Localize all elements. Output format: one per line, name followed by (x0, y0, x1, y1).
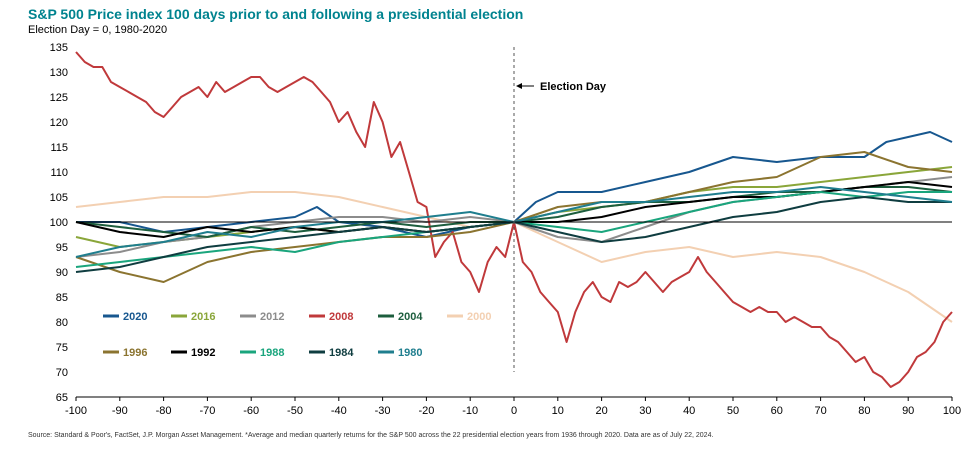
y-tick-80: 80 (56, 317, 68, 329)
y-tick-95: 95 (56, 242, 68, 254)
y-tick-90: 90 (56, 267, 68, 279)
x-tick-40: 40 (683, 405, 695, 417)
y-tick-120: 120 (50, 117, 68, 129)
y-tick-105: 105 (50, 192, 68, 204)
y-tick-135: 135 (50, 42, 68, 54)
x-tick-0: 0 (511, 405, 517, 417)
legend-label-2000: 2000 (467, 311, 491, 323)
x-tick-10: 10 (552, 405, 564, 417)
legend-label-1996: 1996 (123, 347, 147, 359)
x-tick--80: -80 (156, 405, 172, 417)
y-tick-125: 125 (50, 92, 68, 104)
y-tick-115: 115 (50, 142, 68, 154)
annotation-arrow-head (516, 83, 522, 89)
legend-label-2020: 2020 (123, 311, 147, 323)
x-tick--30: -30 (375, 405, 391, 417)
y-tick-110: 110 (50, 167, 68, 179)
chart-subtitle: Election Day = 0, 1980-2020 (28, 24, 168, 36)
y-tick-70: 70 (56, 367, 68, 379)
x-tick--70: -70 (199, 405, 215, 417)
x-tick--60: -60 (243, 405, 259, 417)
x-tick--90: -90 (112, 405, 128, 417)
x-tick-100: 100 (943, 405, 961, 417)
x-tick--10: -10 (462, 405, 478, 417)
x-tick-60: 60 (771, 405, 783, 417)
legend-label-1988: 1988 (260, 347, 284, 359)
legend-label-1984: 1984 (329, 347, 354, 359)
source-note: Source: Standard & Poor's, FactSet, J.P.… (28, 432, 714, 439)
x-tick--100: -100 (65, 405, 87, 417)
legend-label-2016: 2016 (191, 311, 215, 323)
legend-label-2008: 2008 (329, 311, 353, 323)
y-tick-100: 100 (50, 217, 68, 229)
chart-title: S&P 500 Price index 100 days prior to an… (28, 6, 524, 22)
election-day-label: Election Day (540, 81, 607, 93)
y-tick-130: 130 (50, 67, 68, 79)
y-tick-75: 75 (56, 342, 68, 354)
x-tick-20: 20 (595, 405, 607, 417)
x-tick--50: -50 (287, 405, 303, 417)
x-tick-70: 70 (814, 405, 826, 417)
y-tick-65: 65 (56, 392, 68, 404)
legend-label-1992: 1992 (191, 347, 215, 359)
x-tick--20: -20 (418, 405, 434, 417)
x-tick-90: 90 (902, 405, 914, 417)
legend-label-2004: 2004 (398, 311, 423, 323)
x-tick-80: 80 (858, 405, 870, 417)
legend-label-2012: 2012 (260, 311, 284, 323)
x-tick-30: 30 (639, 405, 651, 417)
x-tick-50: 50 (727, 405, 739, 417)
legend-label-1980: 1980 (398, 347, 422, 359)
x-tick--40: -40 (331, 405, 347, 417)
y-tick-85: 85 (56, 292, 68, 304)
